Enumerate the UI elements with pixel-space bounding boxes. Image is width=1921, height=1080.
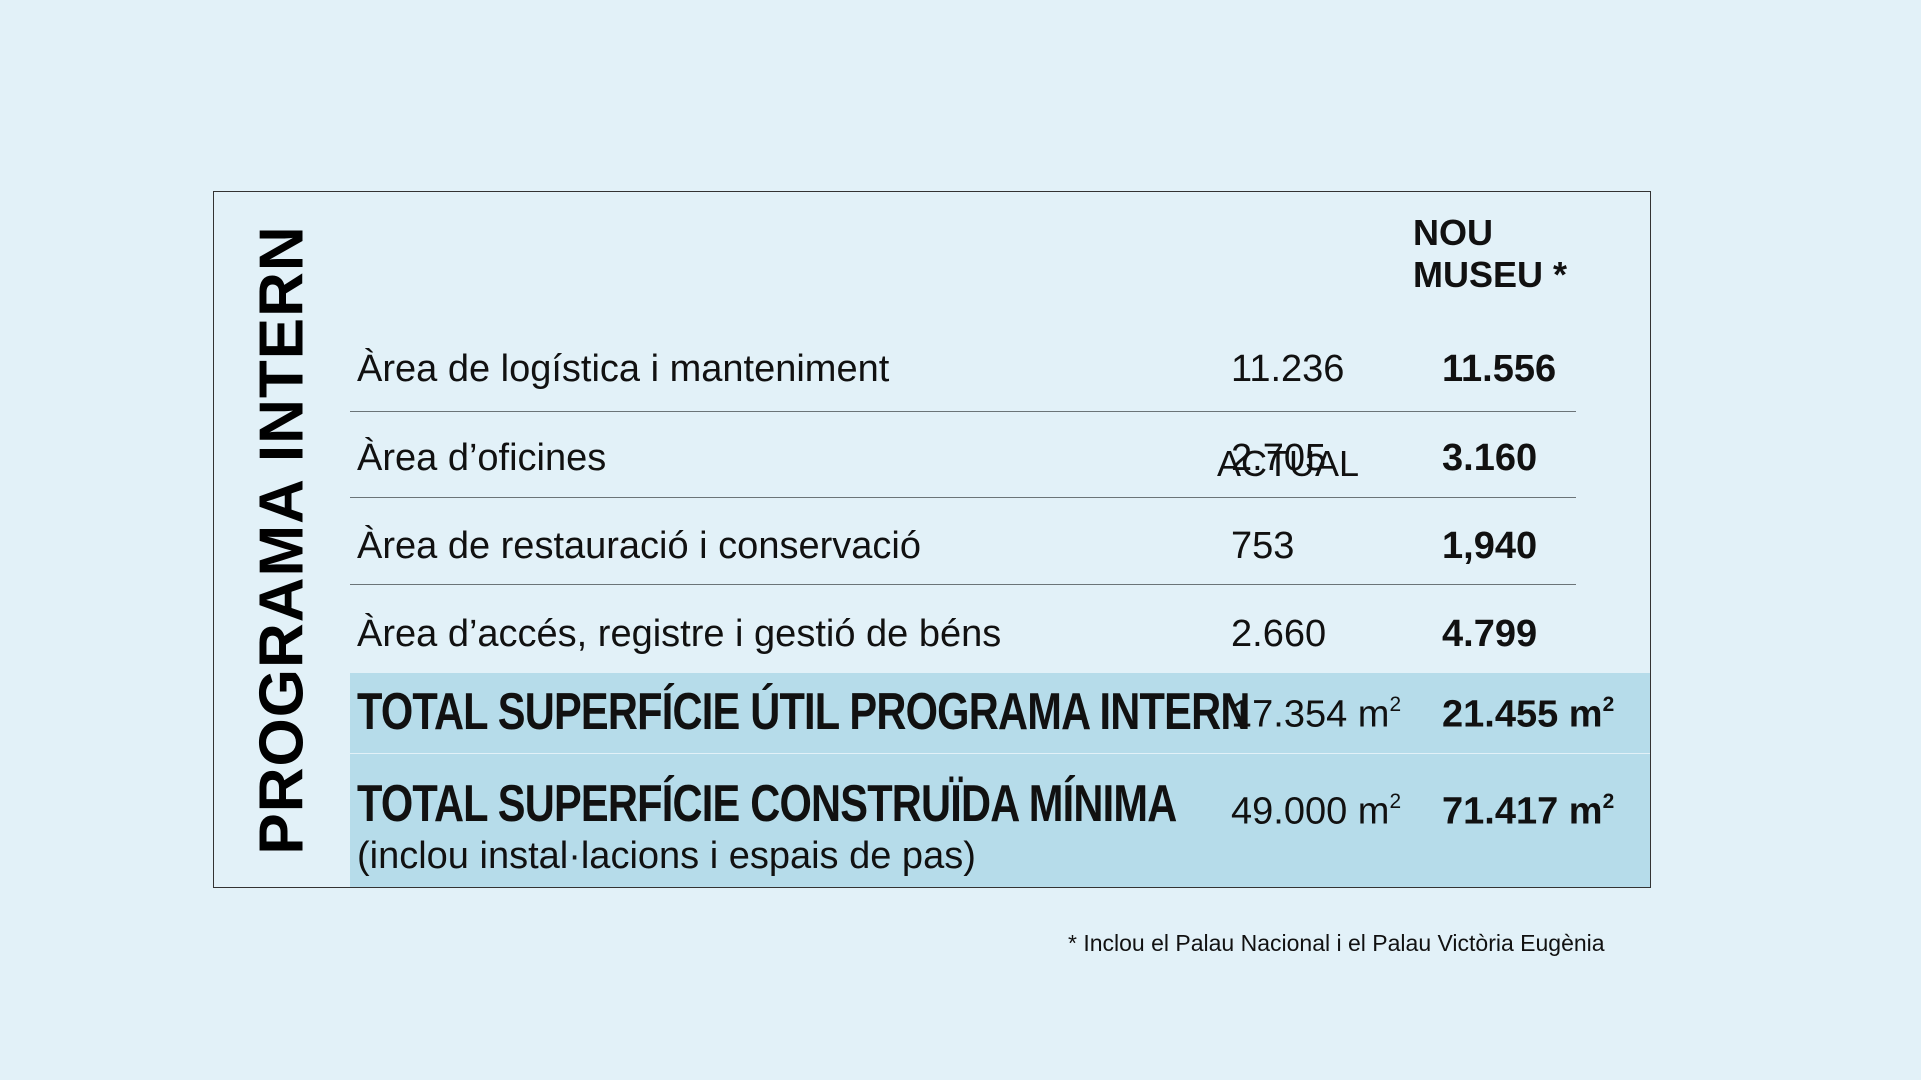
header-actual: ACTUAL (1217, 443, 1360, 484)
row-nou-value: 1,940 (1442, 525, 1538, 567)
row-actual-value: 753 (1231, 525, 1295, 567)
row-label: Àrea d’accés, registre i gestió de béns (357, 613, 1002, 655)
row-nou-value: 4.799 (1442, 613, 1538, 655)
row-divider (350, 497, 1576, 498)
total-row-construida: TOTAL SUPERFÍCIE CONSTRUÏDA MÍNIMA (incl… (350, 754, 1650, 887)
total-label: TOTAL SUPERFÍCIE CONSTRUÏDA MÍNIMA (357, 775, 1177, 833)
total-nou-number: 71.417 m (1442, 790, 1603, 833)
unit-superscript: 2 (1602, 693, 1615, 716)
row-label: Àrea de restauració i conservació (357, 525, 921, 567)
unit-superscript: 2 (1602, 790, 1615, 813)
total-nou-number: 21.455 m (1442, 693, 1603, 736)
row-divider (350, 411, 1576, 412)
total-sublabel: (inclou instal·lacions i espais de pas) (357, 835, 976, 877)
total-nou-value: 21.455 m2 (1442, 693, 1614, 737)
footnote: * Inclou el Palau Nacional i el Palau Vi… (1068, 930, 1605, 956)
total-nou-value: 71.417 m2 (1442, 790, 1614, 834)
row-actual-value: 2.660 (1231, 613, 1327, 655)
row-nou-value: 11.556 (1442, 348, 1557, 390)
total-actual-value: 49.000 m2 (1231, 790, 1401, 834)
unit-superscript: 2 (1389, 790, 1402, 813)
header-nou-line1: NOU (1413, 212, 1493, 253)
row-divider (350, 584, 1576, 585)
row-nou-value: 3.160 (1442, 437, 1538, 479)
row-actual-value: 11.236 (1231, 348, 1345, 390)
row-label: Àrea d’oficines (357, 437, 607, 479)
table-frame: PROGRAMA INTERN ACTUAL NOU MUSEU * Àrea … (213, 191, 1651, 888)
total-label: TOTAL SUPERFÍCIE ÚTIL PROGRAMA INTERN (357, 683, 1250, 741)
row-label: Àrea de logística i manteniment (357, 348, 890, 390)
row-actual-value: 2.705 (1231, 437, 1327, 479)
header-nou-line2: MUSEU * (1413, 254, 1568, 295)
header-nou-museu: NOU MUSEU * (1413, 212, 1613, 296)
side-title-block: PROGRAMA INTERN (214, 192, 350, 887)
total-actual-number: 49.000 m (1231, 790, 1390, 833)
total-actual-number: 17.354 m (1231, 693, 1390, 736)
total-row-util: TOTAL SUPERFÍCIE ÚTIL PROGRAMA INTERN 17… (350, 673, 1650, 753)
unit-superscript: 2 (1389, 693, 1402, 716)
total-actual-value: 17.354 m2 (1231, 693, 1401, 737)
side-title: PROGRAMA INTERN (247, 224, 317, 855)
